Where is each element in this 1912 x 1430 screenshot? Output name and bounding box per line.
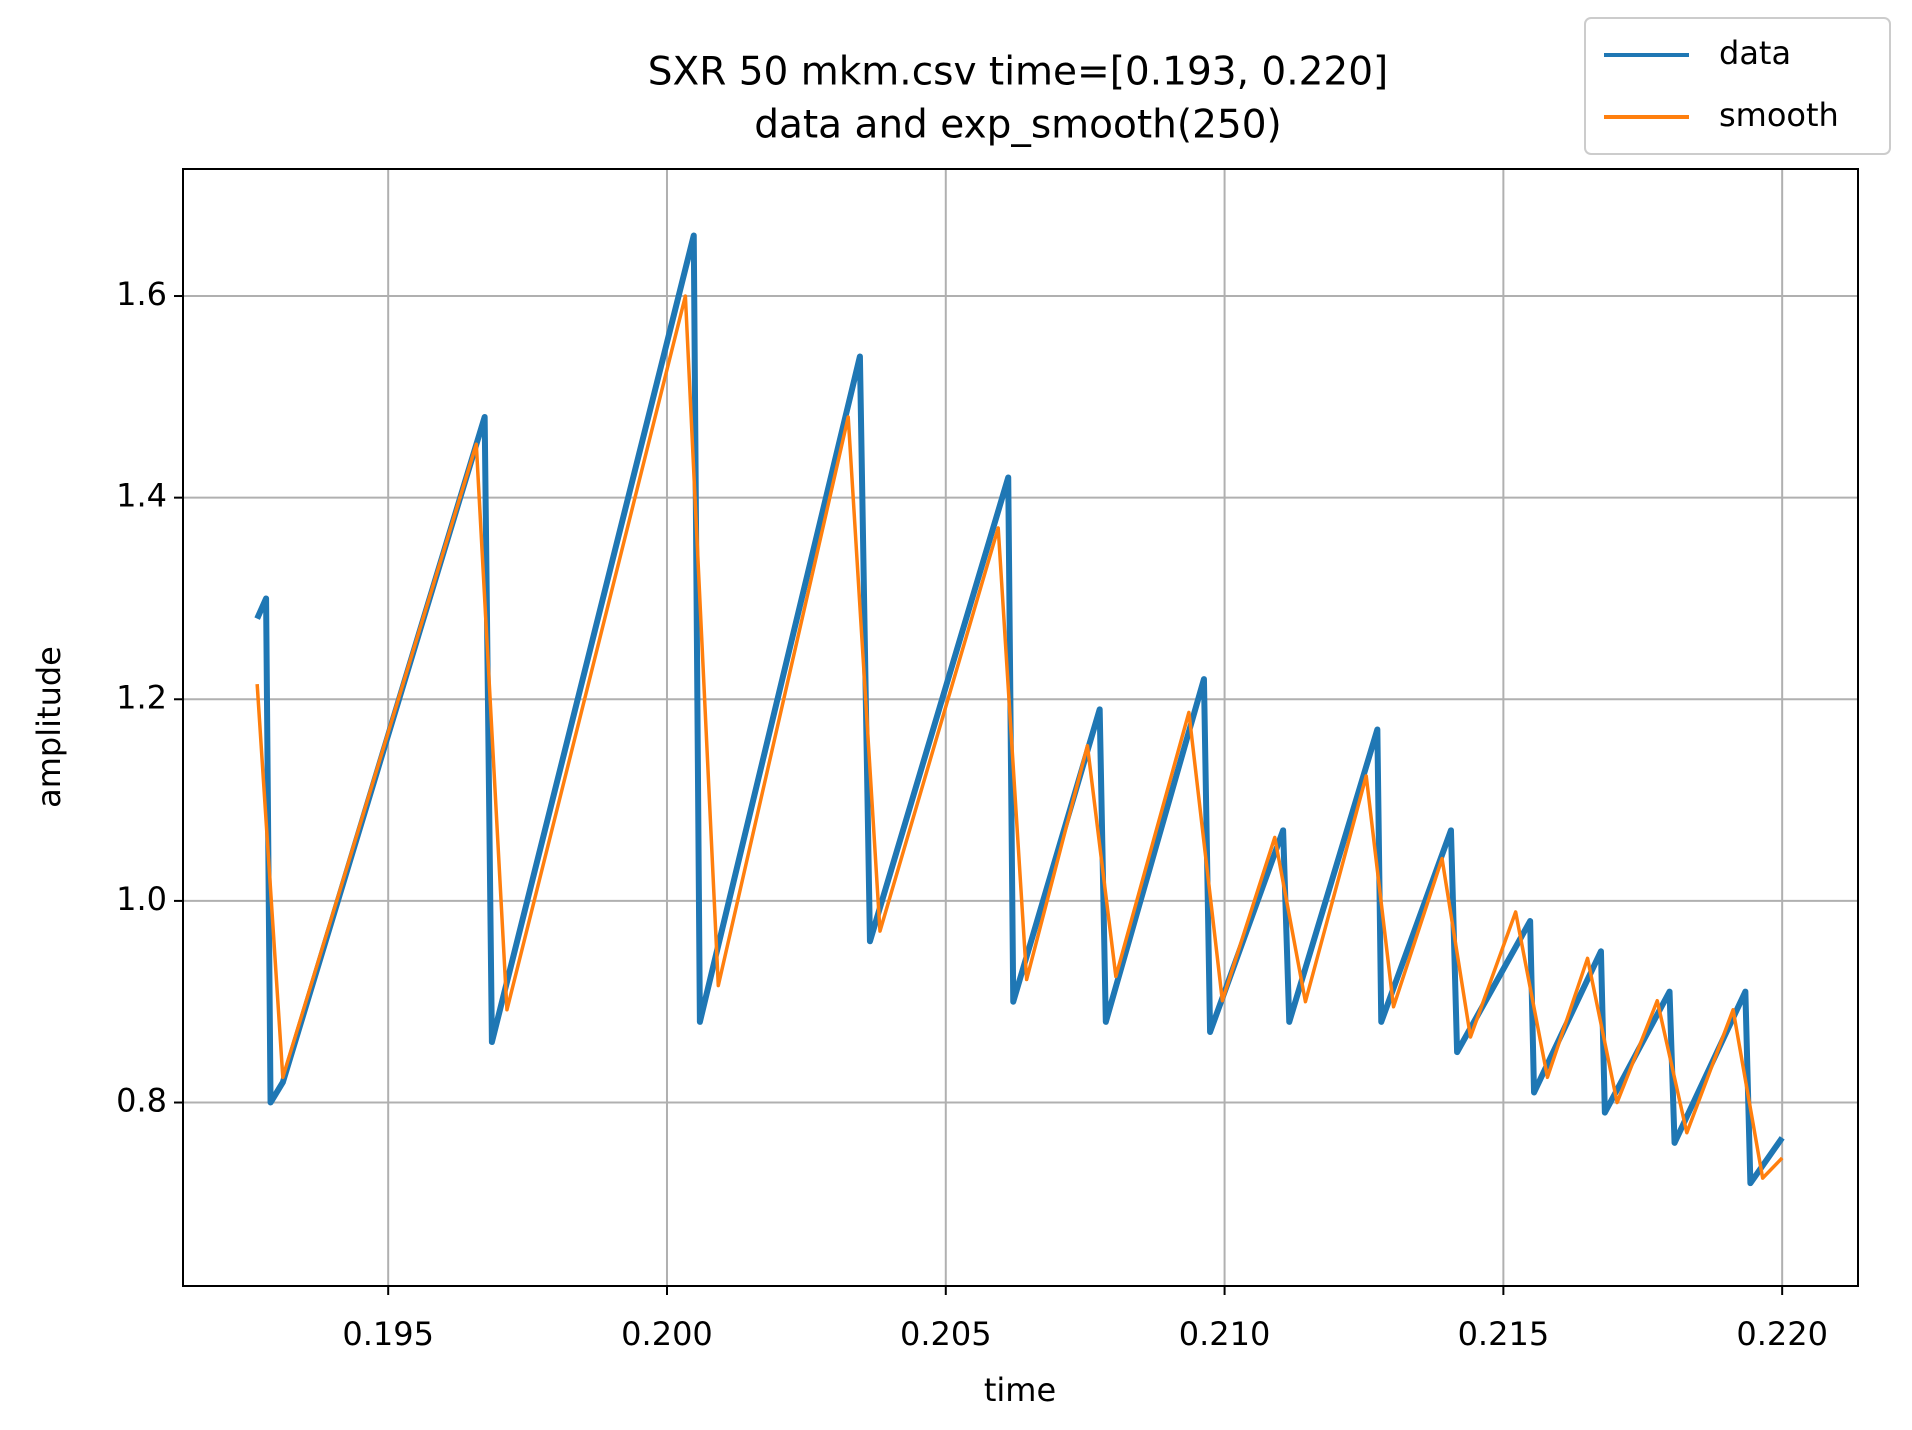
grid xyxy=(183,169,1858,1286)
series-line xyxy=(254,232,1785,1187)
x-tick-label: 0.210 xyxy=(1179,1315,1271,1353)
x-tick-label: 0.195 xyxy=(342,1315,434,1353)
y-tick-label: 1.4 xyxy=(116,477,167,515)
chart-title: data and exp_smooth(250) xyxy=(754,103,1282,148)
legend-label: smooth xyxy=(1719,96,1839,134)
y-tick-label: 1.2 xyxy=(116,678,167,716)
plot-area xyxy=(254,232,1785,1187)
y-tick-label: 1.0 xyxy=(116,880,167,918)
x-axis-label: time xyxy=(984,1371,1056,1409)
legend: data smooth xyxy=(1584,17,1891,155)
x-tick-label: 0.220 xyxy=(1736,1315,1828,1353)
axes-frame xyxy=(182,168,1859,1287)
y-tick-label: 1.6 xyxy=(116,275,167,313)
chart-title: SXR 50 mkm.csv time=[0.193, 0.220] xyxy=(648,50,1389,95)
y-axis-label: amplitude xyxy=(30,646,68,808)
legend-box xyxy=(1584,17,1891,155)
x-tick-label: 0.205 xyxy=(900,1315,992,1353)
legend-label: data xyxy=(1719,34,1791,72)
x-tick-label: 0.200 xyxy=(621,1315,713,1353)
x-tick-label: 0.215 xyxy=(1458,1315,1550,1353)
y-tick-label: 0.8 xyxy=(116,1082,167,1120)
series-line xyxy=(255,294,1784,1180)
